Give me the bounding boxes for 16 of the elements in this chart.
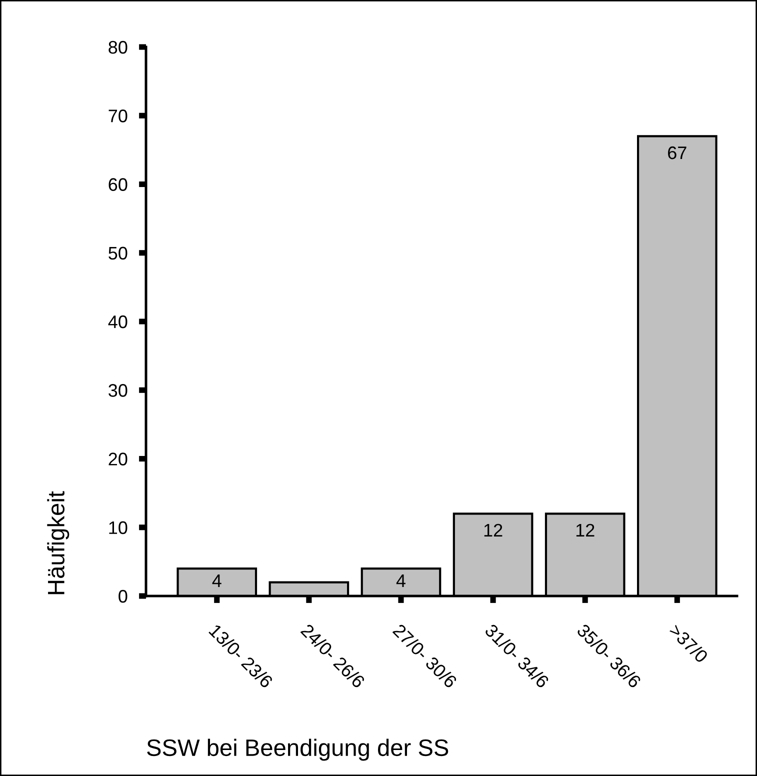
y-tick-label: 70: [108, 110, 128, 122]
y-tick-label: 80: [108, 40, 128, 54]
y-tick-label: 30: [108, 384, 128, 397]
y-axis-title: Häufigkeit: [47, 491, 70, 594]
y-tick-label: 60: [108, 178, 128, 191]
y-tick-label: 50: [108, 246, 128, 260]
y-tick-label: 10: [109, 521, 128, 534]
y-tick-label: 20: [108, 452, 128, 466]
x-axis-title: SSW bei Beendigung der SS: [147, 738, 448, 761]
data-label: 12: [484, 524, 502, 536]
data-label: 12: [576, 524, 594, 536]
data-label: 4: [396, 574, 406, 587]
data-label: 67: [668, 146, 686, 160]
y-tick-label: 0: [118, 590, 128, 603]
y-tick-label: 40: [108, 315, 128, 328]
data-label: 4: [212, 574, 222, 587]
